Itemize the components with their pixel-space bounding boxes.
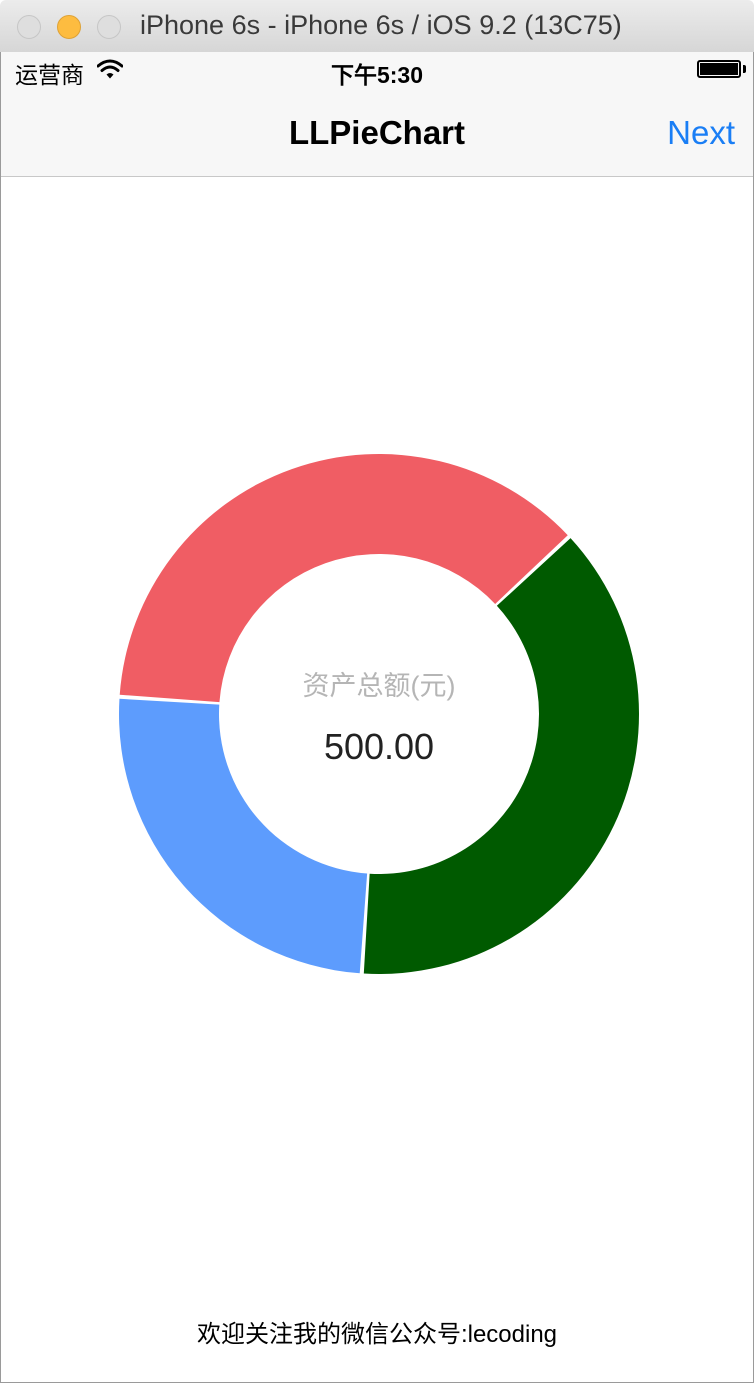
footer-text: 欢迎关注我的微信公众号:lecoding — [196, 1321, 558, 1348]
minimize-window-button[interactable] — [57, 15, 81, 39]
battery-icon — [697, 60, 741, 78]
navigation-bar: LLPieChart Next — [1, 88, 753, 177]
chart-center-label: 资产总额(元) — [302, 671, 456, 701]
donut-chart-svg — [118, 454, 640, 974]
page-title: LLPieChart — [288, 114, 466, 151]
next-button[interactable]: Next — [667, 114, 735, 151]
chart-center-value: 500.00 — [323, 726, 435, 767]
zoom-window-button[interactable] — [97, 15, 121, 39]
status-bar: 运营商 下午5:30 — [1, 52, 753, 88]
donut-slice-1[interactable] — [363, 538, 640, 974]
carrier-label: 运营商 — [15, 62, 84, 88]
donut-slice-2[interactable] — [118, 698, 368, 974]
window-title: iPhone 6s - iPhone 6s / iOS 9.2 (13C75) — [140, 10, 622, 40]
window-titlebar: iPhone 6s - iPhone 6s / iOS 9.2 (13C75) — [0, 0, 754, 53]
simulator-screen: 运营商 下午5:30 LLPieChart Next 资产总额(元) 500.0… — [0, 52, 754, 1383]
close-window-button[interactable] — [17, 15, 41, 39]
donut-chart[interactable]: 资产总额(元) 500.00 — [117, 452, 641, 976]
status-time: 下午5:30 — [330, 62, 424, 88]
battery-tip — [743, 65, 746, 73]
donut-slice-3[interactable] — [119, 454, 568, 703]
wifi-icon — [97, 59, 123, 79]
